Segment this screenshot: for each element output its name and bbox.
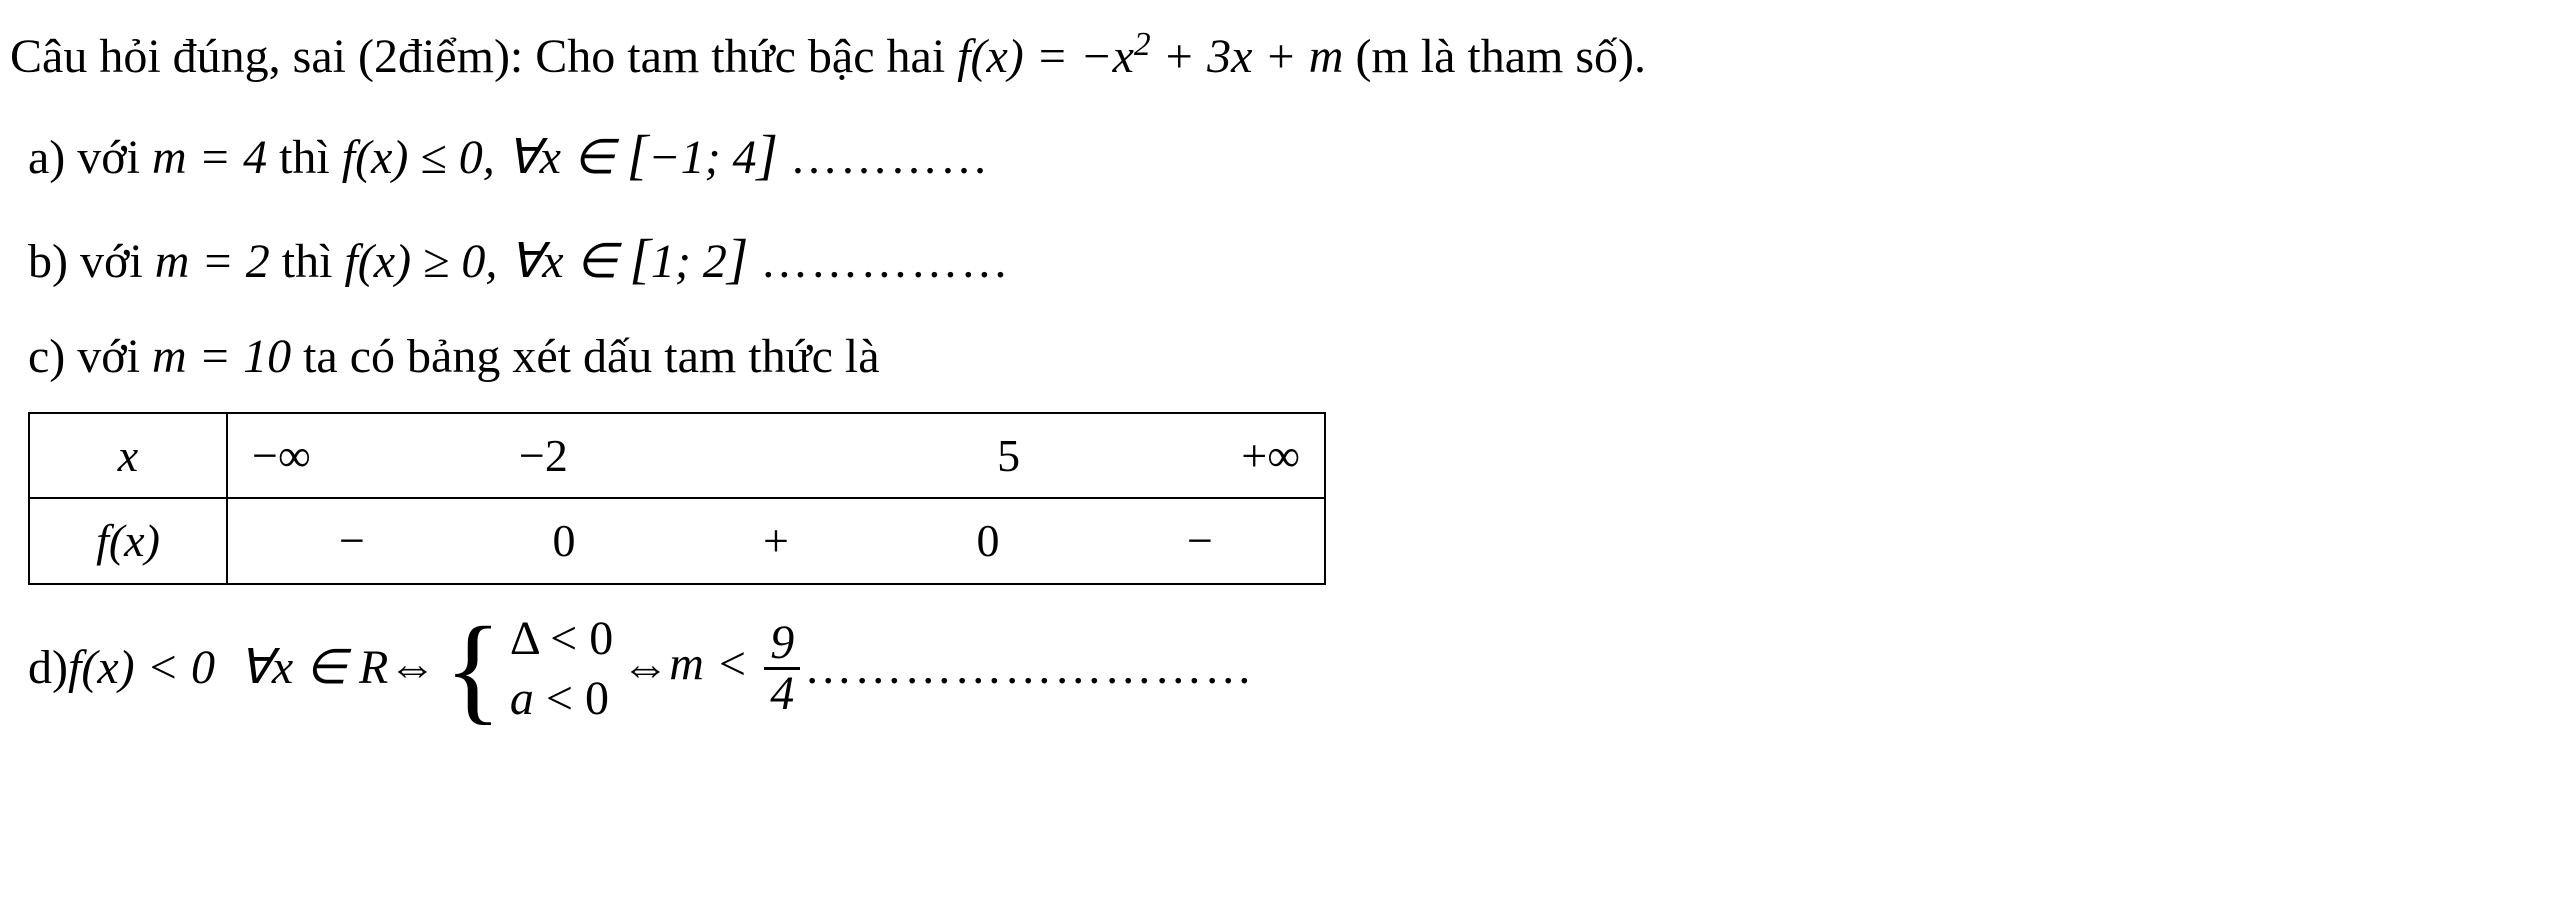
part-b-mid: thì xyxy=(282,235,345,288)
part-a-mid: thì xyxy=(279,131,342,184)
fraction-num: 9 xyxy=(764,619,800,670)
intro-prefix: Câu hỏi đúng, sai (2điểm): Cho tam thức … xyxy=(10,30,957,83)
brace-row-top: Δ < 0 xyxy=(510,609,613,669)
part-b-dots: …………… xyxy=(760,235,1010,288)
table-f-label: f(x) xyxy=(29,498,227,583)
iff-symbol-2: ⇔ xyxy=(621,631,669,705)
fraction-den: 4 xyxy=(764,670,800,718)
part-d-prefix: d) xyxy=(28,631,68,705)
sign-table: x −∞ −2 5 +∞ f(x) − 0 + 0 − xyxy=(28,412,1326,585)
table-row: f(x) − 0 + 0 − xyxy=(29,498,1325,583)
part-b-prefix: b) với xyxy=(28,235,155,288)
brace-block: { Δ < 0 a < 0 xyxy=(444,609,613,729)
intro-suffix: (m là tham số). xyxy=(1355,30,1646,83)
part-d-rhs: m < 9 4 xyxy=(669,619,804,718)
part-d-lhs: f(x) < 0 ∀x ∈ R xyxy=(68,631,388,705)
part-d-dots: ……………………… xyxy=(804,631,1254,705)
part-b-stmt: f(x) ≥ 0, ∀x ∈ [1; 2] xyxy=(344,235,760,288)
f-val-3: 0 xyxy=(882,505,1094,576)
table-row: x −∞ −2 5 +∞ xyxy=(29,413,1325,498)
brace-row-bot: a < 0 xyxy=(510,669,613,729)
table-f-values: − 0 + 0 − xyxy=(227,498,1325,583)
question-intro: Câu hỏi đúng, sai (2điểm): Cho tam thức … xyxy=(10,20,2553,94)
f-val-0: − xyxy=(246,505,458,576)
f-val-1: 0 xyxy=(458,505,670,576)
part-b: b) với m = 2 thì f(x) ≥ 0, ∀x ∈ [1; 2] …… xyxy=(10,216,2553,302)
iff-symbol-1: ⇔ xyxy=(388,631,436,705)
intro-formula: f(x) = −x2 + 3x + m xyxy=(957,30,1355,83)
part-a-dots: ………… xyxy=(790,131,990,184)
part-b-cond: m = 2 xyxy=(155,235,270,288)
part-a: a) với m = 4 thì f(x) ≤ 0, ∀x ∈ [−1; 4] … xyxy=(10,112,2553,198)
f-val-2: + xyxy=(670,505,882,576)
table-x-label: x xyxy=(29,413,227,498)
part-c-cond: m = 10 xyxy=(152,330,291,383)
x-val-2: 5 xyxy=(776,420,1241,491)
part-c-prefix: c) với xyxy=(28,330,152,383)
part-d: d) f(x) < 0 ∀x ∈ R ⇔ { Δ < 0 a < 0 ⇔ m <… xyxy=(10,609,2553,729)
page-root: Câu hỏi đúng, sai (2điểm): Cho tam thức … xyxy=(0,0,2563,906)
part-a-stmt: f(x) ≤ 0, ∀x ∈ [−1; 4] xyxy=(342,131,790,184)
fraction: 9 4 xyxy=(764,619,800,718)
rhs-m: m < xyxy=(669,638,760,691)
f-val-4: − xyxy=(1094,505,1306,576)
part-a-cond: m = 4 xyxy=(152,131,267,184)
part-a-prefix: a) với xyxy=(28,131,152,184)
x-val-1: −2 xyxy=(311,420,776,491)
x-val-3: +∞ xyxy=(1241,420,1306,491)
table-x-values: −∞ −2 5 +∞ xyxy=(227,413,1325,498)
curly-brace-icon: { xyxy=(444,615,502,723)
x-val-0: −∞ xyxy=(246,420,311,491)
part-c: c) với m = 10 ta có bảng xét dấu tam thứ… xyxy=(10,320,2553,394)
part-c-suffix: ta có bảng xét dấu tam thức là xyxy=(303,330,879,383)
